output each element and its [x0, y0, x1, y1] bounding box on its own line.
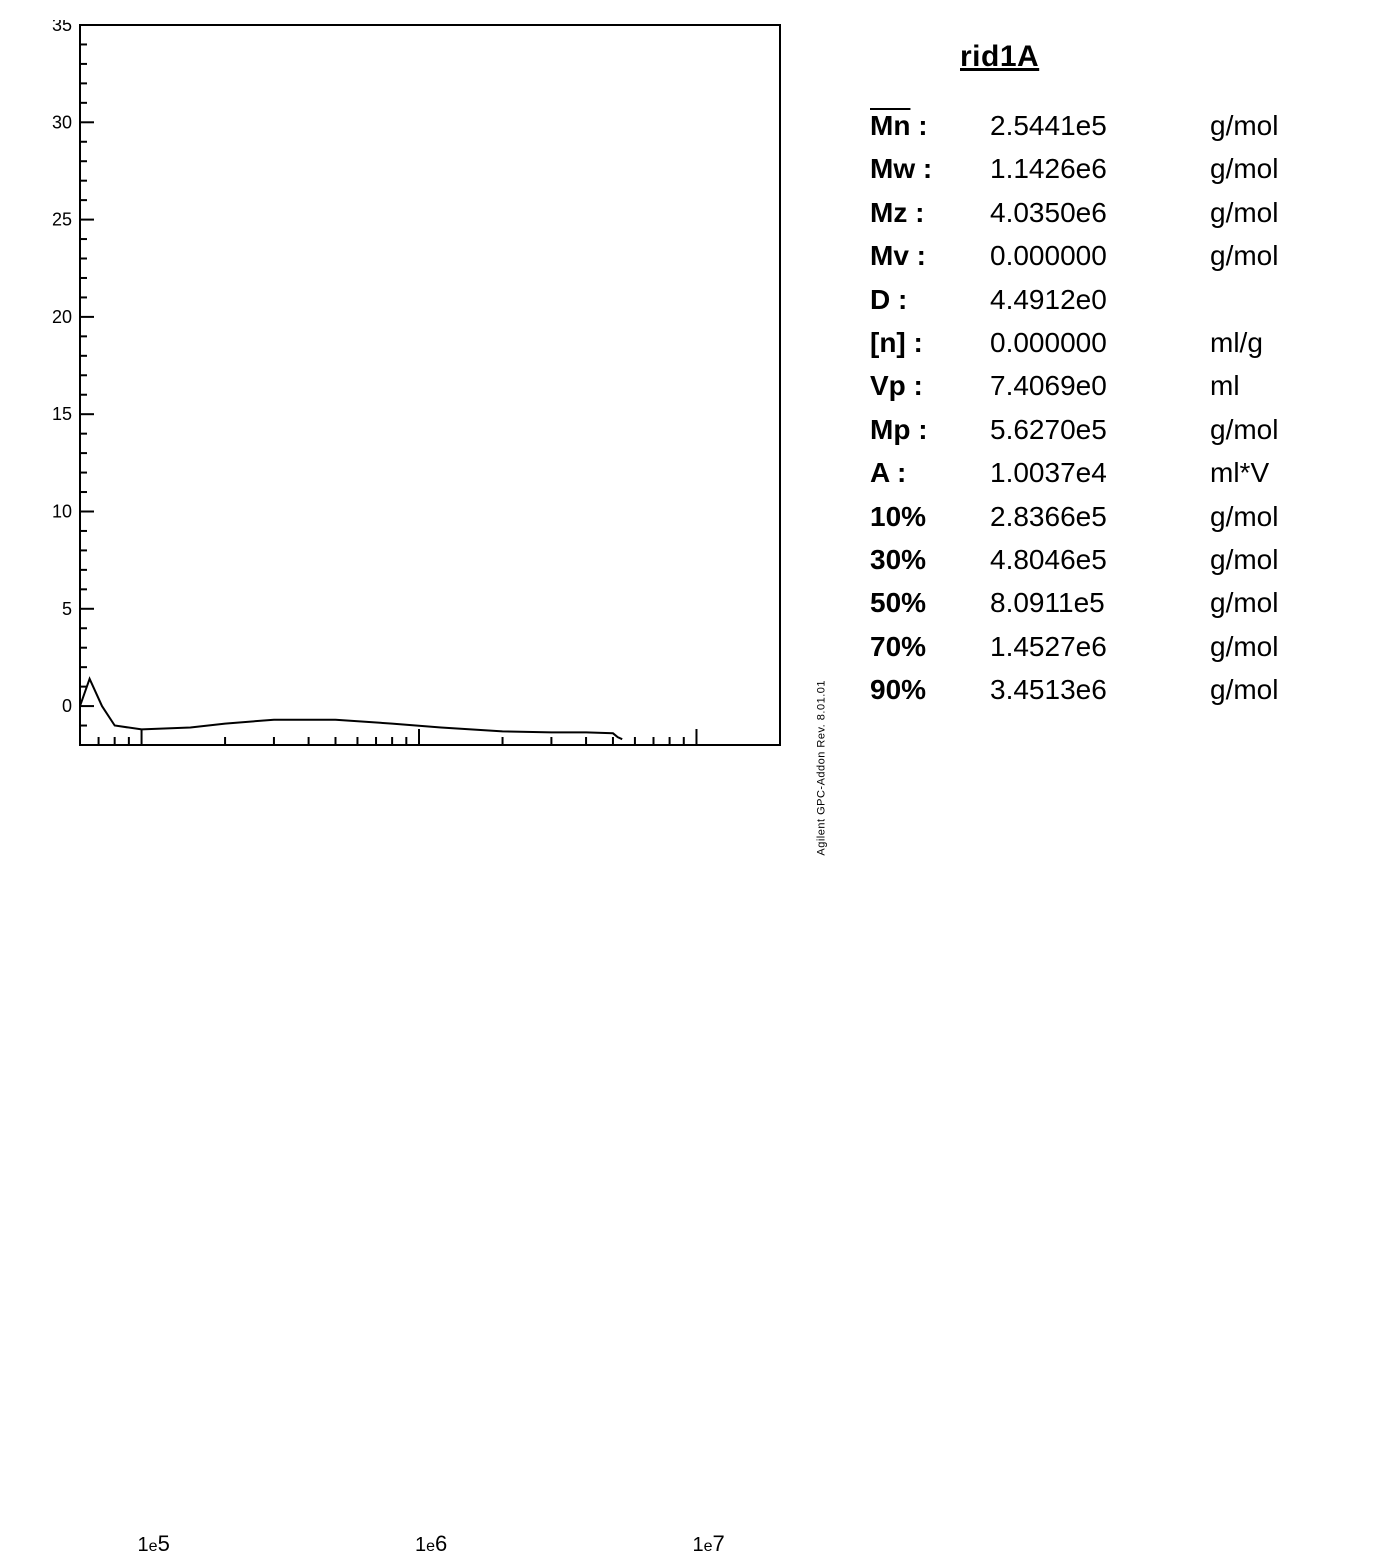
plot-box: 05101520253035 1e51e61e7: [20, 20, 810, 800]
x-tick-label: 1e5: [138, 1531, 170, 1557]
results-row: 10%2.8366e5g/mol: [870, 495, 1330, 538]
row-label: 70%: [870, 625, 990, 668]
results-row: Vp :7.4069e0ml: [870, 364, 1330, 407]
results-row: 70%1.4527e6g/mol: [870, 625, 1330, 668]
svg-text:0: 0: [62, 696, 72, 716]
row-label: Mv :: [870, 234, 990, 277]
row-label: 10%: [870, 495, 990, 538]
row-unit: g/mol: [1210, 408, 1330, 451]
row-unit: ml*V: [1210, 451, 1330, 494]
row-label: Mz :: [870, 191, 990, 234]
svg-text:10: 10: [52, 501, 72, 521]
row-value: 4.8046e5: [990, 538, 1210, 581]
row-value: 4.4912e0: [990, 278, 1210, 321]
row-unit: ml: [1210, 364, 1330, 407]
row-value: 8.0911e5: [990, 581, 1210, 624]
x-tick-label: 1e6: [415, 1531, 447, 1557]
row-value: 1.4527e6: [990, 625, 1210, 668]
row-label: 30%: [870, 538, 990, 581]
svg-text:25: 25: [52, 210, 72, 230]
results-row: Mn :2.5441e5g/mol: [870, 104, 1330, 147]
svg-text:35: 35: [52, 20, 72, 35]
row-unit: g/mol: [1210, 495, 1330, 538]
svg-text:20: 20: [52, 307, 72, 327]
row-value: 3.4513e6: [990, 668, 1210, 711]
row-label: Mn :: [870, 104, 990, 147]
results-row: [n] :0.000000ml/g: [870, 321, 1330, 364]
results-row: 30%4.8046e5g/mol: [870, 538, 1330, 581]
results-row: 50%8.0911e5g/mol: [870, 581, 1330, 624]
results-title: rid1A: [960, 40, 1330, 74]
svg-text:5: 5: [62, 599, 72, 619]
row-label: Mp :: [870, 408, 990, 451]
row-label: D :: [870, 278, 990, 321]
row-value: 1.1426e6: [990, 147, 1210, 190]
results-row: 90%3.4513e6g/mol: [870, 668, 1330, 711]
results-row: Mz :4.0350e6g/mol: [870, 191, 1330, 234]
row-value: 2.5441e5: [990, 104, 1210, 147]
row-value: 5.6270e5: [990, 408, 1210, 451]
row-unit: g/mol: [1210, 147, 1330, 190]
results-row: Mw :1.1426e6g/mol: [870, 147, 1330, 190]
row-label: [n] :: [870, 321, 990, 364]
line-chart: 0 5 10 15 20 25 30 35: [20, 20, 810, 800]
row-unit: g/mol: [1210, 104, 1330, 147]
row-value: 0.000000: [990, 234, 1210, 277]
row-unit: ml/g: [1210, 321, 1330, 364]
row-value: 0.000000: [990, 321, 1210, 364]
chart-caption: Agilent GPC-Addon Rev. 8.01.01: [816, 680, 828, 856]
results-row: Mp :5.6270e5g/mol: [870, 408, 1330, 451]
row-label: Vp :: [870, 364, 990, 407]
row-unit: g/mol: [1210, 625, 1330, 668]
svg-text:15: 15: [52, 404, 72, 424]
row-label: Mw :: [870, 147, 990, 190]
chart-container: 05101520253035 1e51e61e7 Agilent GPC-Add…: [20, 20, 810, 800]
svg-text:30: 30: [52, 112, 72, 132]
row-value: 2.8366e5: [990, 495, 1210, 538]
row-value: 7.4069e0: [990, 364, 1210, 407]
results-panel: rid1A Mn :2.5441e5g/molMw :1.1426e6g/mol…: [870, 40, 1330, 711]
row-label: 90%: [870, 668, 990, 711]
row-unit: g/mol: [1210, 234, 1330, 277]
results-row: Mv :0.000000g/mol: [870, 234, 1330, 277]
results-rows: Mn :2.5441e5g/molMw :1.1426e6g/molMz :4.…: [870, 104, 1330, 711]
row-unit: g/mol: [1210, 538, 1330, 581]
row-label: 50%: [870, 581, 990, 624]
results-row: D :4.4912e0: [870, 278, 1330, 321]
row-unit: g/mol: [1210, 668, 1330, 711]
x-tick-label: 1e7: [692, 1531, 724, 1557]
row-unit: g/mol: [1210, 581, 1330, 624]
row-label: A :: [870, 451, 990, 494]
row-value: 1.0037e4: [990, 451, 1210, 494]
results-row: A :1.0037e4ml*V: [870, 451, 1330, 494]
row-unit: g/mol: [1210, 191, 1330, 234]
row-value: 4.0350e6: [990, 191, 1210, 234]
